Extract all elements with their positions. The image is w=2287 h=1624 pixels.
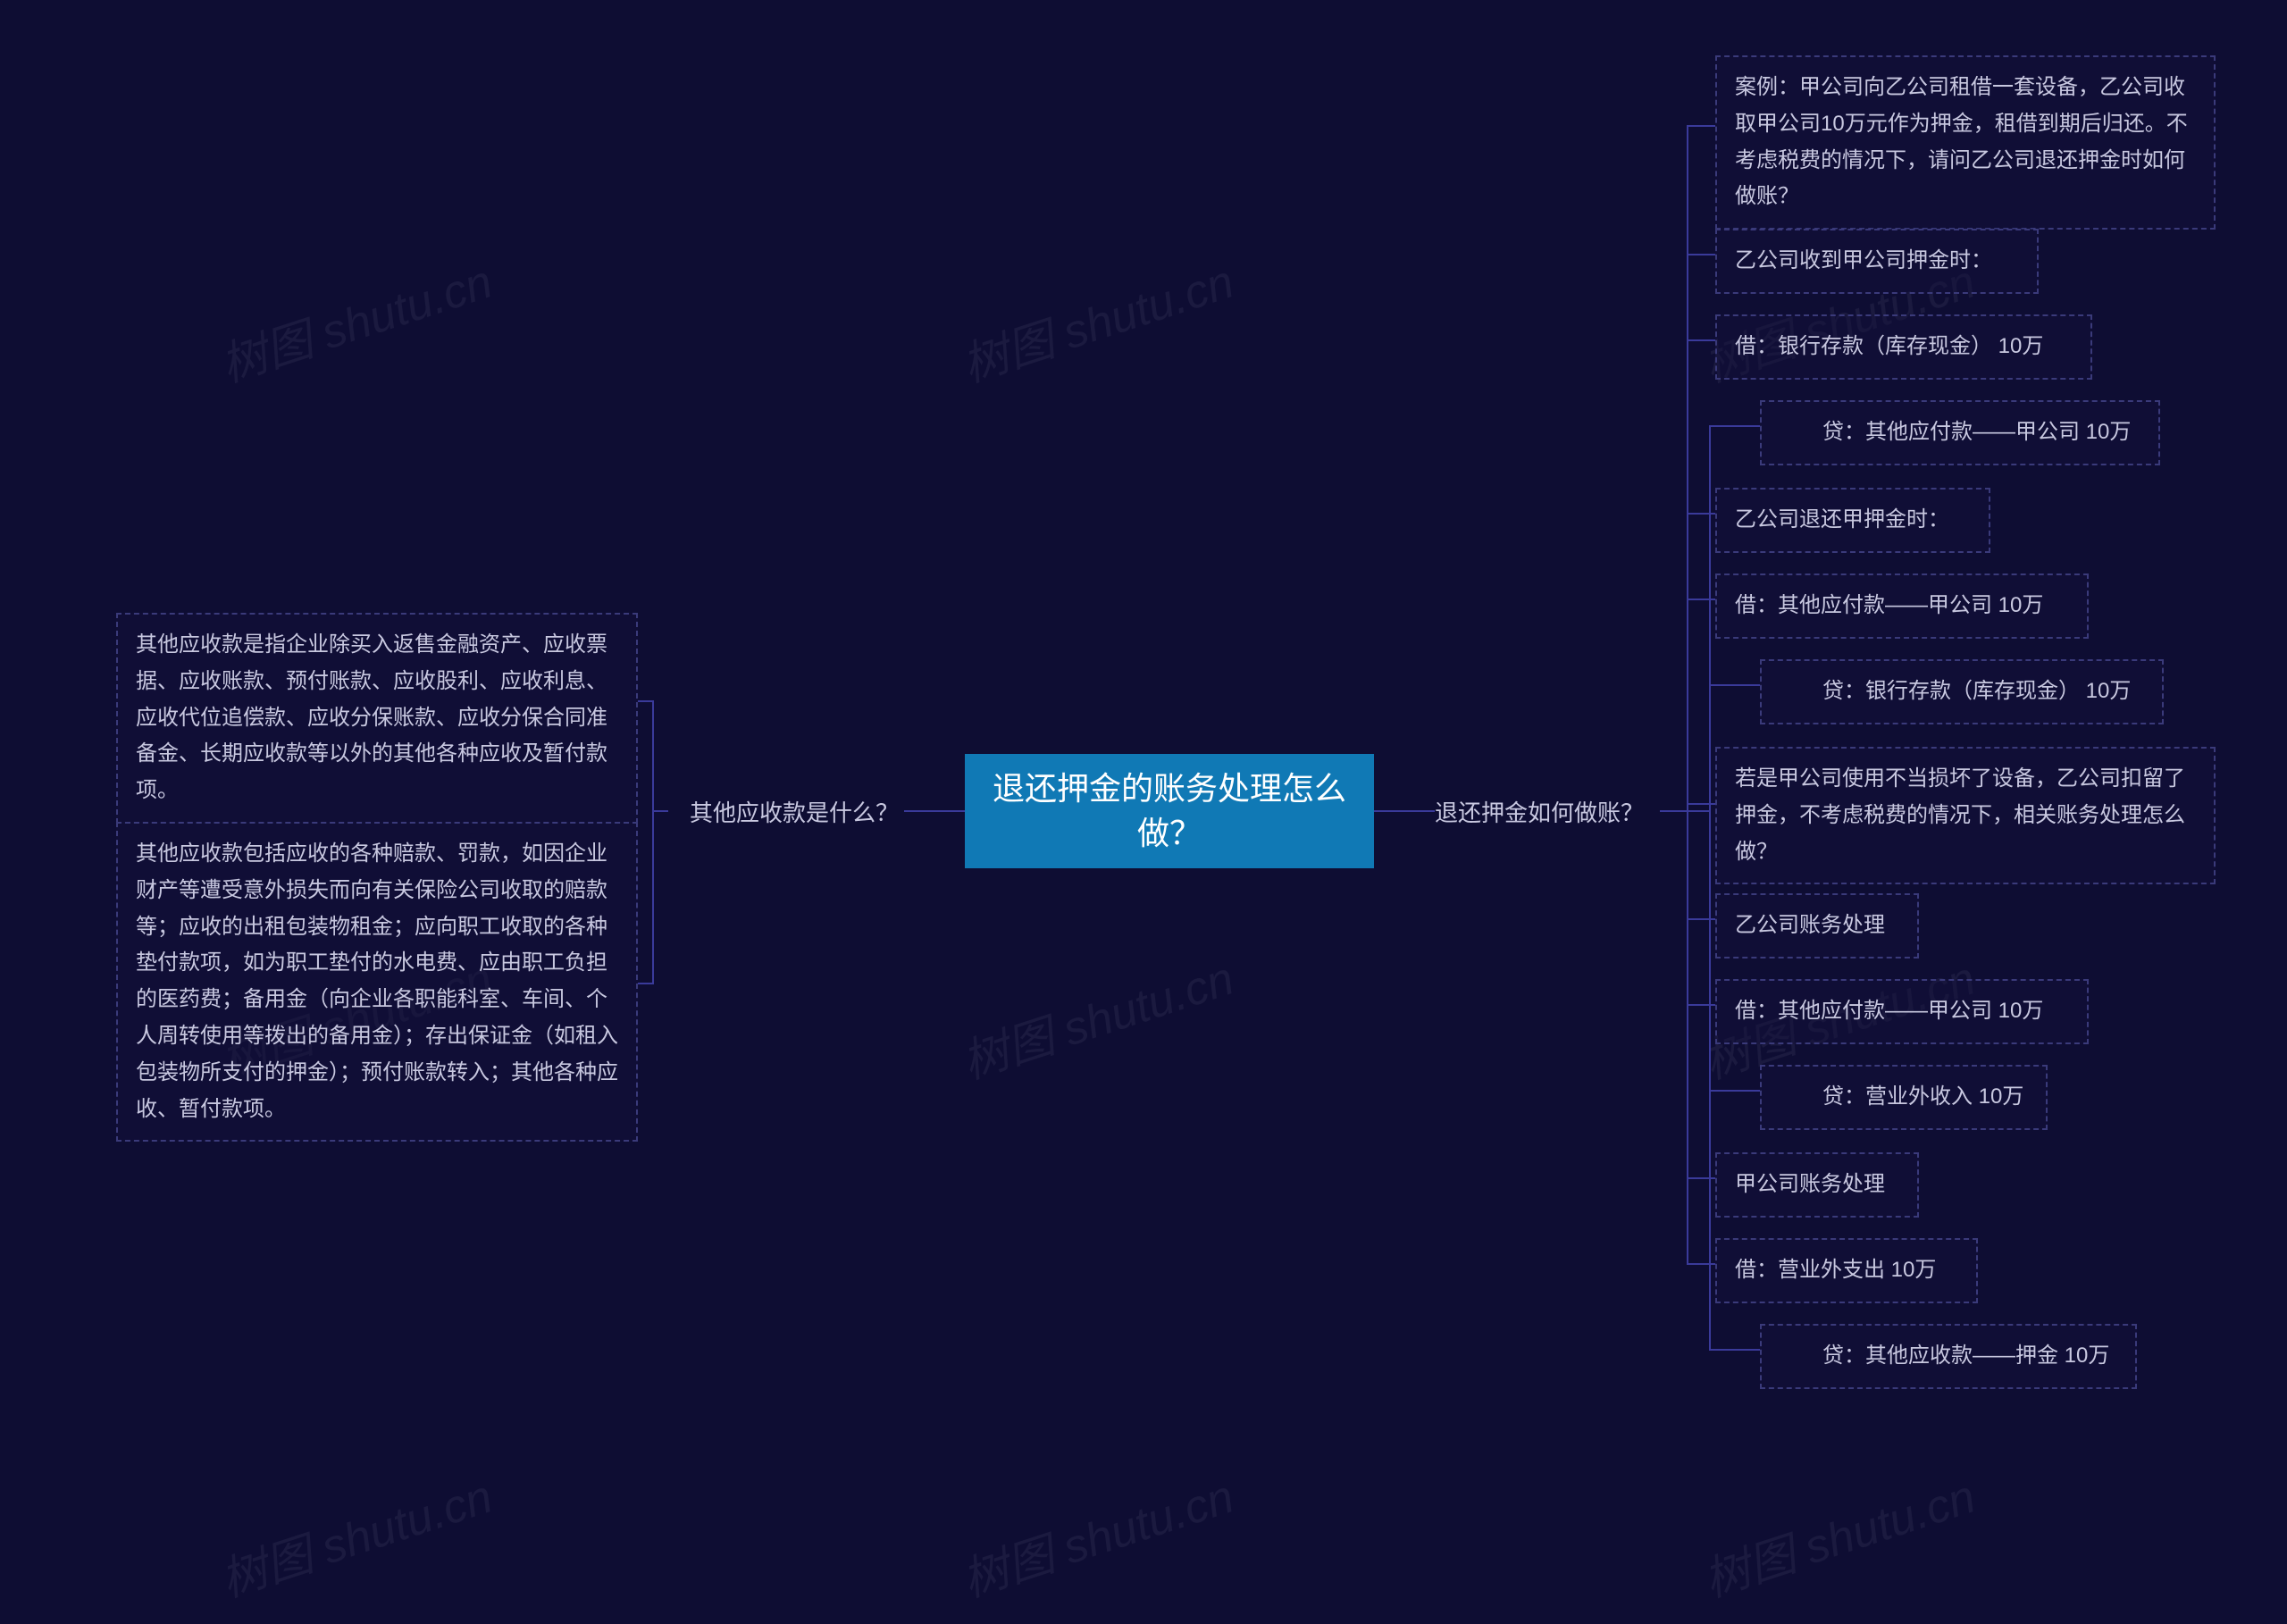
watermark: 树图 shutu.cn	[211, 1459, 499, 1610]
mindmap-canvas: 树图 shutu.cn 树图 shutu.cn 树图 shutu.cn 树图 shut…	[0, 0, 2287, 1624]
leaf-node[interactable]: 乙公司退还甲押金时：	[1715, 488, 1990, 553]
leaf-node[interactable]: 其他应收款是指企业除买入返售金融资产、应收票据、应收账款、预付账款、应收股利、应…	[116, 613, 638, 824]
leaf-node[interactable]: 借：其他应付款——甲公司 10万	[1715, 979, 2089, 1044]
watermark: 树图 shutu.cn	[952, 244, 1241, 395]
leaf-node[interactable]: 甲公司账务处理	[1715, 1152, 1919, 1218]
watermark: 树图 shutu.cn	[952, 1459, 1241, 1610]
leaf-node[interactable]: 若是甲公司使用不当损坏了设备，乙公司扣留了押金，不考虑税费的情况下，相关账务处理…	[1715, 747, 2216, 884]
leaf-node[interactable]: 乙公司收到甲公司押金时：	[1715, 229, 2039, 294]
leaf-node[interactable]: 案例：甲公司向乙公司租借一套设备，乙公司收取甲公司10万元作为押金，租借到期后归…	[1715, 55, 2216, 230]
leaf-node[interactable]: 贷：营业外收入 10万	[1760, 1065, 2048, 1130]
watermark: 树图 shutu.cn	[1694, 1459, 1982, 1610]
leaf-node[interactable]: 借：银行存款（库存现金） 10万	[1715, 314, 2092, 380]
leaf-node[interactable]: 贷：其他应付款——甲公司 10万	[1760, 400, 2160, 465]
leaf-node[interactable]: 借：其他应付款——甲公司 10万	[1715, 573, 2089, 639]
leaf-node[interactable]: 贷：其他应收款——押金 10万	[1760, 1324, 2137, 1389]
leaf-node[interactable]: 其他应收款包括应收的各种赔款、罚款，如因企业财产等遭受意外损失而向有关保险公司收…	[116, 822, 638, 1142]
branch-left-label[interactable]: 其他应收款是什么？	[690, 795, 899, 828]
leaf-node[interactable]: 借：营业外支出 10万	[1715, 1238, 1978, 1303]
root-node[interactable]: 退还押金的账务处理怎么做？	[965, 754, 1374, 868]
branch-right-label[interactable]: 退还押金如何做账？	[1435, 795, 1644, 828]
leaf-node[interactable]: 乙公司账务处理	[1715, 893, 1919, 958]
watermark: 树图 shutu.cn	[952, 941, 1241, 1092]
watermark: 树图 shutu.cn	[211, 244, 499, 395]
leaf-node[interactable]: 贷：银行存款（库存现金） 10万	[1760, 659, 2164, 724]
